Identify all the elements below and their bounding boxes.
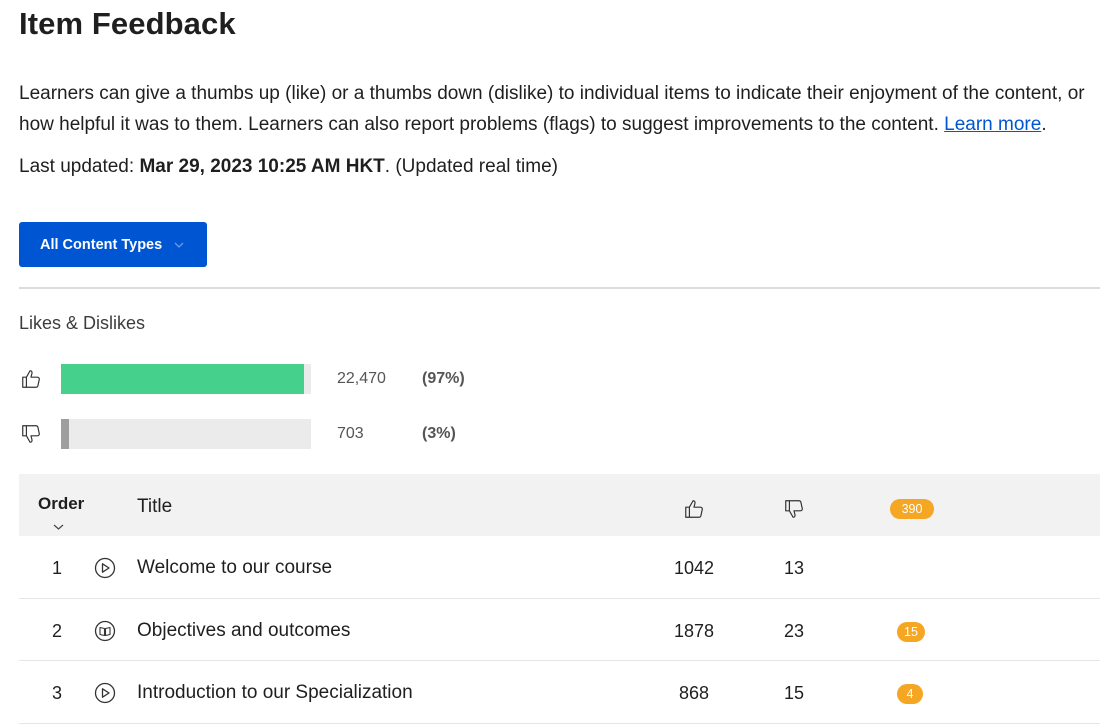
learn-more-suffix: . — [1041, 114, 1047, 135]
learn-more-link[interactable]: Learn more — [944, 114, 1042, 135]
table-body: 1 Welcome to our course 1042 13 2 Objectives … — [19, 536, 1100, 724]
play-circle-icon — [94, 557, 116, 579]
row-title[interactable]: Welcome to our course — [137, 557, 333, 578]
thumbs-up-icon — [19, 367, 43, 391]
row-title[interactable]: Introduction to our Specialization — [137, 682, 413, 703]
dislikes-count: 703 — [337, 425, 364, 442]
likes-column-thumbs-up-icon — [683, 498, 705, 525]
title-column-header: Title — [137, 496, 173, 517]
dislikes-summary-row: 703 (3%) — [19, 419, 456, 449]
dislikes-percent: (3%) — [422, 425, 456, 442]
table-row[interactable]: 3 Introduction to our Specialization 868 15… — [19, 661, 1100, 724]
row-order: 2 — [52, 620, 63, 641]
table-row[interactable]: 2 Objectives and outcomes 1878 23 15 — [19, 599, 1100, 661]
section-divider — [19, 287, 1100, 289]
description-text: Learners can give a thumbs up (like) or … — [19, 83, 1085, 135]
likes-percent: (97%) — [422, 370, 465, 387]
flags-total-badge: 390 — [890, 499, 934, 519]
likes-dislikes-label: Likes & Dislikes — [19, 313, 146, 333]
likes-count: 22,470 — [337, 370, 386, 387]
order-column-header[interactable]: Order — [38, 494, 85, 513]
row-dislikes: 15 — [783, 683, 805, 703]
dislikes-bar-fill — [61, 419, 69, 449]
row-likes: 1878 — [674, 620, 715, 641]
likes-bar-fill — [61, 364, 304, 394]
row-likes: 1042 — [674, 558, 715, 578]
content-type-dropdown-label: All Content Types — [40, 236, 163, 253]
dislikes-column-thumbs-down-icon — [783, 498, 805, 525]
table-header: Order Title 390 — [19, 474, 1100, 536]
row-order: 1 — [52, 558, 63, 578]
table-row[interactable]: 1 Welcome to our course 1042 13 — [19, 536, 1100, 599]
row-title[interactable]: Objectives and outcomes — [137, 619, 351, 641]
row-order: 3 — [52, 683, 63, 703]
likes-summary-row: 22,470 (97%) — [19, 364, 465, 394]
sort-chevron-icon[interactable] — [53, 522, 64, 532]
row-likes: 868 — [678, 683, 710, 703]
last-updated-label: Last updated: — [19, 156, 135, 177]
dislikes-bar-track — [61, 419, 311, 449]
row-dislikes: 13 — [783, 558, 805, 578]
last-updated: Last updated: Mar 29, 2023 10:25 AM HKT.… — [19, 154, 558, 180]
row-dislikes: 23 — [783, 620, 805, 641]
content-type-dropdown[interactable]: All Content Types — [19, 222, 207, 267]
last-updated-suffix: . (Updated real time) — [384, 156, 558, 177]
likes-bar-track — [61, 364, 311, 394]
row-flags-badge[interactable]: 15 — [897, 621, 925, 642]
row-flags-badge[interactable]: 4 — [897, 684, 923, 704]
page-description: Learners can give a thumbs up (like) or … — [19, 78, 1094, 140]
thumbs-down-icon — [19, 422, 43, 446]
book-circle-icon — [94, 620, 116, 642]
chevron-down-icon — [174, 240, 184, 251]
item-feedback-table: Order Title 390 1 Welcome to our course 10… — [19, 474, 1100, 724]
last-updated-value: Mar 29, 2023 10:25 AM HKT — [139, 156, 385, 177]
play-circle-icon — [94, 682, 116, 704]
page-title: Item Feedback — [19, 6, 236, 41]
